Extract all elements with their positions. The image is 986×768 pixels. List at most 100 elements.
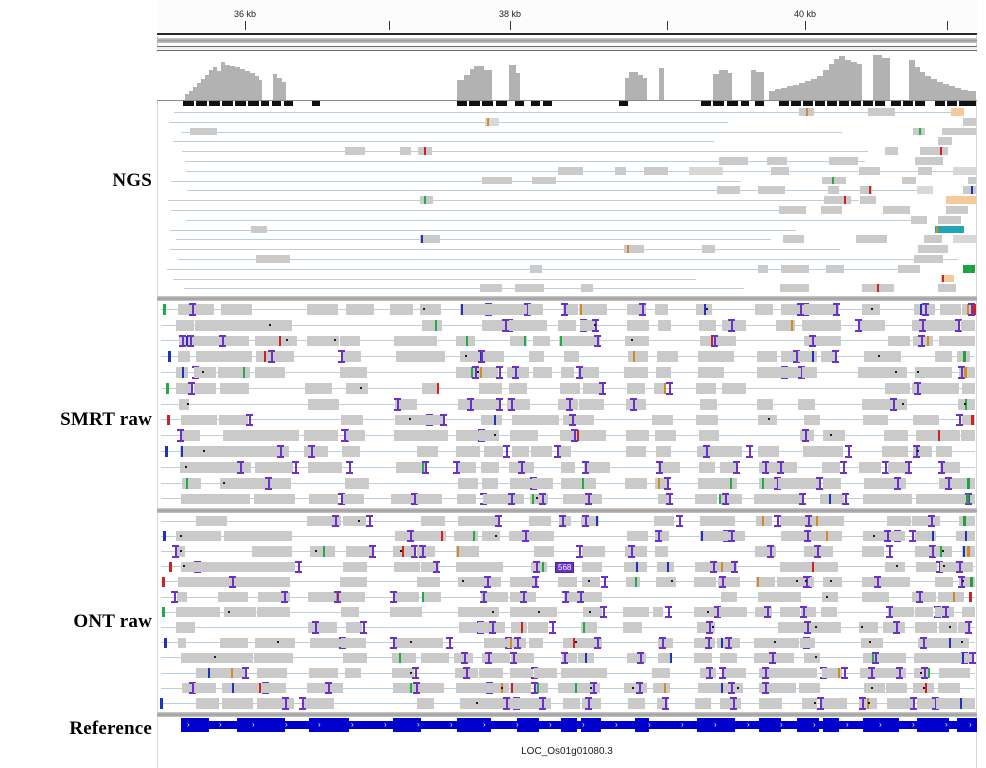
aligned-read[interactable] <box>883 398 907 410</box>
insertion-marker[interactable] <box>554 445 561 458</box>
alignment-row[interactable] <box>157 206 977 215</box>
aligned-read[interactable] <box>759 683 783 694</box>
aligned-read[interactable] <box>758 446 779 457</box>
aligned-read[interactable] <box>777 576 802 587</box>
insertion-marker[interactable] <box>502 318 509 332</box>
aligned-read[interactable] <box>420 304 441 315</box>
aligned-read[interactable] <box>718 351 734 363</box>
alignment-row[interactable] <box>157 575 977 589</box>
aligned-read[interactable] <box>257 607 290 618</box>
aligned-read[interactable] <box>420 235 440 244</box>
insertion-marker[interactable] <box>955 318 962 332</box>
aligned-read[interactable] <box>935 576 953 587</box>
aligned-read[interactable] <box>776 319 795 331</box>
alignment-row[interactable] <box>157 166 977 176</box>
aligned-read[interactable] <box>181 430 200 442</box>
aligned-read[interactable] <box>511 622 527 633</box>
aligned-read[interactable] <box>345 668 361 679</box>
aligned-read[interactable] <box>395 592 419 603</box>
aligned-read[interactable] <box>962 607 975 618</box>
gene-exon[interactable] <box>917 718 949 732</box>
aligned-read[interactable] <box>936 367 952 378</box>
aligned-read[interactable] <box>755 304 773 315</box>
aligned-read[interactable] <box>394 335 424 347</box>
smrt-raw-alignment-track[interactable] <box>157 302 977 508</box>
aligned-read[interactable] <box>885 147 898 155</box>
insertion-marker[interactable] <box>360 621 367 634</box>
insertion-marker[interactable] <box>814 545 821 558</box>
insertion-marker[interactable] <box>561 303 568 316</box>
aligned-read[interactable] <box>219 414 248 426</box>
aligned-read[interactable] <box>938 683 960 694</box>
aligned-read[interactable] <box>860 186 872 195</box>
aligned-read[interactable] <box>915 546 943 557</box>
aligned-read[interactable] <box>822 561 838 572</box>
aligned-read[interactable] <box>940 561 961 572</box>
aligned-read[interactable] <box>801 607 816 618</box>
aligned-read[interactable] <box>459 622 478 633</box>
aligned-read[interactable] <box>959 576 975 587</box>
aligned-read[interactable] <box>258 592 290 603</box>
aligned-read[interactable] <box>936 698 963 709</box>
aligned-read[interactable] <box>656 367 671 378</box>
insertion-marker[interactable] <box>189 303 196 316</box>
insertion-marker[interactable] <box>945 476 952 490</box>
insertion-marker[interactable] <box>896 667 903 680</box>
alignment-row[interactable] <box>157 514 977 528</box>
aligned-read[interactable] <box>818 335 841 347</box>
aligned-read[interactable] <box>255 561 295 572</box>
insertion-marker[interactable] <box>929 545 936 558</box>
aligned-read[interactable] <box>953 235 976 244</box>
aligned-read[interactable] <box>625 546 647 557</box>
insertion-marker[interactable] <box>478 350 485 364</box>
aligned-read[interactable] <box>256 351 294 363</box>
aligned-read[interactable] <box>821 351 837 363</box>
insertion-marker[interactable] <box>585 697 592 710</box>
aligned-read[interactable] <box>963 117 976 126</box>
gene-exon[interactable] <box>823 718 839 732</box>
aligned-read[interactable] <box>307 516 341 527</box>
aligned-read[interactable] <box>863 531 893 542</box>
insertion-marker[interactable] <box>171 591 178 604</box>
aligned-read[interactable] <box>308 398 339 410</box>
aligned-read[interactable] <box>346 304 374 315</box>
aligned-read[interactable] <box>222 698 253 709</box>
insertion-marker[interactable] <box>312 621 319 634</box>
insertion-marker[interactable] <box>411 492 418 506</box>
insertion-marker[interactable] <box>566 397 573 411</box>
aligned-read[interactable] <box>582 698 601 709</box>
aligned-read[interactable] <box>915 367 941 378</box>
insertion-marker[interactable] <box>872 651 879 664</box>
aligned-read[interactable] <box>885 477 906 489</box>
insertion-marker[interactable] <box>281 591 288 604</box>
aligned-read[interactable] <box>218 668 246 679</box>
insertion-marker[interactable] <box>859 697 866 710</box>
aligned-read[interactable] <box>627 383 645 394</box>
insertion-marker[interactable] <box>325 682 332 695</box>
aligned-read[interactable] <box>484 304 511 315</box>
alignment-row[interactable] <box>157 365 977 380</box>
aligned-read[interactable] <box>887 516 911 527</box>
aligned-read[interactable] <box>417 446 438 457</box>
insertion-marker[interactable] <box>242 667 249 680</box>
insertion-marker[interactable] <box>413 682 420 695</box>
aligned-read[interactable] <box>528 304 543 315</box>
aligned-read[interactable] <box>781 264 809 273</box>
aligned-read[interactable] <box>458 477 478 489</box>
aligned-read[interactable] <box>767 157 787 165</box>
insertion-marker[interactable] <box>366 515 373 528</box>
aligned-read[interactable] <box>912 319 938 331</box>
aligned-read[interactable] <box>196 698 219 709</box>
ngs-alignment-track[interactable] <box>157 108 977 296</box>
insertion-marker[interactable] <box>461 651 468 664</box>
aligned-read[interactable] <box>345 430 365 442</box>
aligned-read[interactable] <box>888 607 914 618</box>
aligned-read[interactable] <box>863 493 888 505</box>
aligned-read[interactable] <box>457 462 476 473</box>
insertion-size-label[interactable]: 568 <box>555 562 575 573</box>
insertion-marker[interactable] <box>510 651 517 664</box>
insertion-marker[interactable] <box>662 697 669 710</box>
aligned-read[interactable] <box>804 546 829 557</box>
aligned-read[interactable] <box>657 561 674 572</box>
aligned-read[interactable] <box>254 576 290 587</box>
